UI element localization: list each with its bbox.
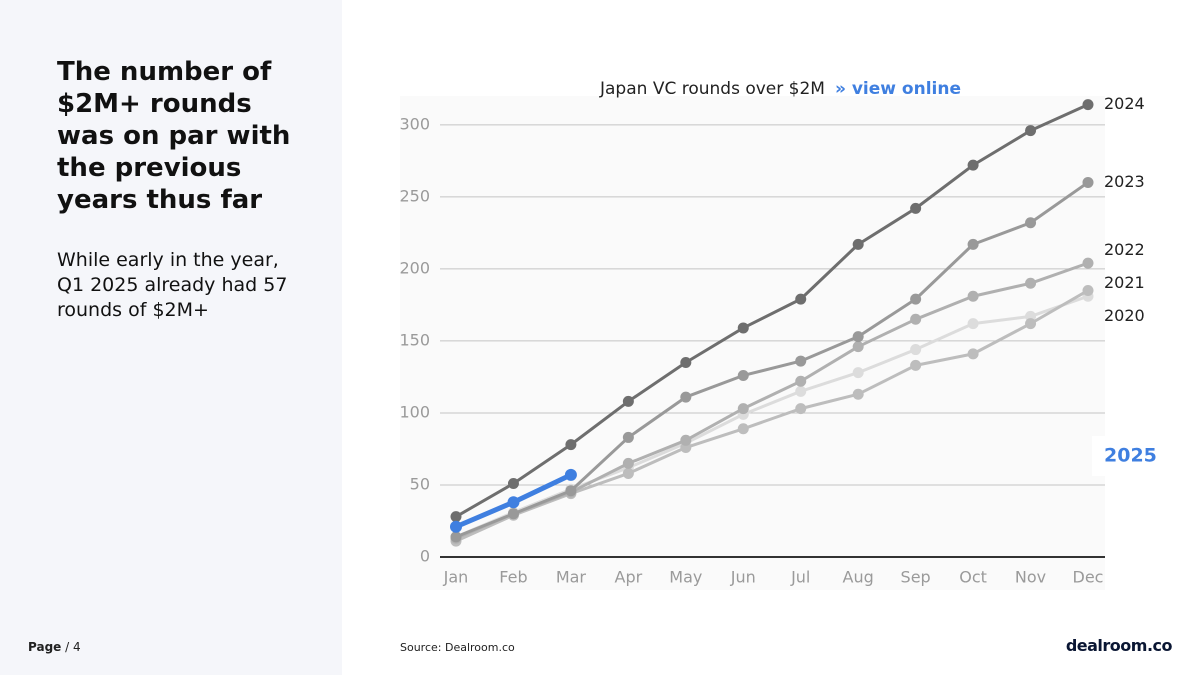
series-line [454,103,1090,519]
data-point [795,355,807,367]
y-tick-label: 300 [399,114,430,133]
data-point [1082,176,1094,188]
series-line [454,180,1090,539]
x-tick-label: Oct [959,568,987,587]
data-point [967,238,979,250]
data-point [1025,318,1037,330]
x-tick-label: May [669,568,702,587]
data-point [852,388,864,400]
data-point [1025,277,1037,289]
y-tick-label: 150 [399,330,430,349]
y-tick-label: 200 [399,258,430,277]
data-point [1082,284,1094,296]
heading: The number of $2M+ rounds was on par wit… [57,57,291,215]
series-label: 2024 [1104,94,1145,113]
page-count: / 4 [65,640,81,654]
series-label: 2025 [1104,445,1157,467]
x-tick-label: Feb [499,568,527,587]
data-point [564,468,577,481]
x-tick-label: Nov [1015,568,1046,587]
data-point [565,485,577,497]
data-point [1082,99,1094,111]
y-tick-label: 250 [399,186,430,205]
left-panel: The number of $2M+ rounds was on par wit… [0,0,342,675]
x-tick-label: Jun [730,568,756,587]
chart-title: Japan VC rounds over $2M [599,79,825,99]
data-point [450,531,462,543]
data-point [507,496,520,509]
y-tick-label: 100 [399,402,430,421]
data-point [795,375,807,387]
x-tick-label: Dec [1073,568,1104,587]
data-point [680,391,692,403]
data-point [680,434,692,446]
data-point [450,511,462,523]
plot-background [400,96,1105,590]
view-online-link[interactable]: » view online [835,79,961,99]
x-tick-label: Jul [790,568,810,587]
y-tick-label: 0 [420,547,430,566]
data-point [910,359,922,371]
logo: dealroom.co [1065,636,1173,655]
data-point [737,369,749,381]
data-point [565,439,577,451]
data-point [795,403,807,415]
x-tick-label: Apr [615,568,643,587]
page-label: Page [28,640,62,654]
data-point [622,467,634,479]
body-text: While early in the year, Q1 2025 already… [57,249,288,321]
data-point [910,293,922,305]
series-label: 2023 [1104,172,1145,191]
data-point [967,348,979,360]
label-background [1092,436,1162,476]
data-point [795,385,807,397]
data-point [852,331,864,343]
data-point [737,322,749,334]
data-point [910,344,922,356]
y-tick-label: 50 [410,474,430,493]
data-point [910,313,922,325]
x-tick-label: Aug [843,568,874,587]
series-label: 2021 [1104,273,1145,292]
data-point [507,478,519,490]
series-label: 2020 [1104,306,1145,325]
data-point [967,318,979,330]
data-point [910,202,922,214]
data-point [622,457,634,469]
x-tick-label: Jan [443,568,469,587]
data-point [680,357,692,369]
data-point [967,290,979,302]
data-point [1025,125,1037,137]
data-point [622,395,634,407]
source: Source: Dealroom.co [400,641,515,654]
data-point [622,431,634,443]
page-number: Page / 4 [28,640,81,654]
x-tick-label: Sep [901,568,931,587]
data-point [737,403,749,415]
data-point [507,508,519,520]
data-point [737,423,749,435]
data-point [852,238,864,250]
data-point [1082,257,1094,269]
series-label: 2022 [1104,240,1145,259]
data-point [967,159,979,171]
data-point [795,293,807,305]
data-point [1025,217,1037,229]
data-point [852,341,864,353]
data-point [450,520,462,533]
x-tick-label: Mar [556,568,587,587]
data-point [852,367,864,379]
